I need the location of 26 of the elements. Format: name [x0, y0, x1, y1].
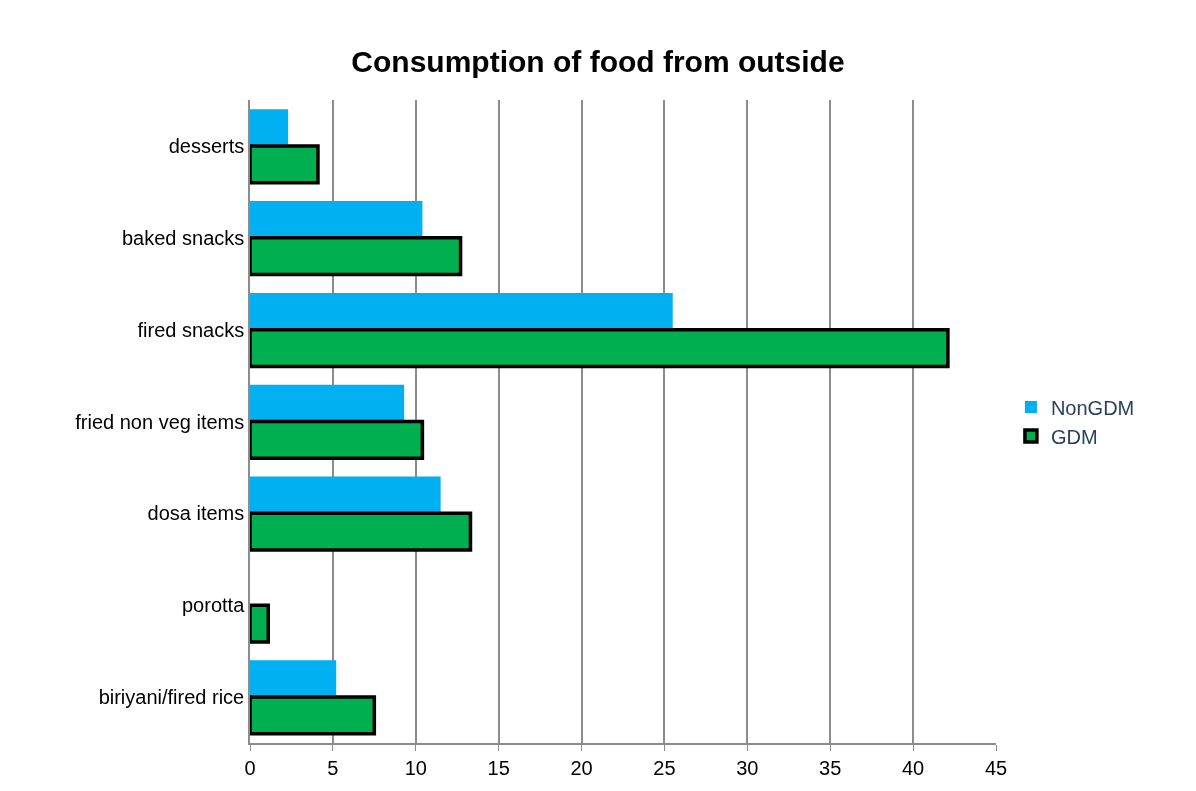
y-tick-label: dosa items — [147, 502, 245, 525]
legend-label: GDM — [1050, 425, 1098, 448]
bar — [250, 384, 405, 422]
x-tick-label: 0 — [244, 756, 256, 779]
y-tick-label: biriyani/fired rice — [98, 686, 245, 709]
x-tick-label: 20 — [570, 756, 593, 779]
y-tick-label: baked snacks — [121, 226, 245, 249]
bar — [250, 109, 289, 146]
x-tick-label: 45 — [984, 756, 1008, 779]
x-tick-label: 40 — [901, 756, 925, 779]
x-tick-label: 10 — [404, 756, 427, 779]
bar — [250, 660, 337, 698]
x-tick-label: 35 — [819, 756, 842, 779]
bar — [250, 476, 441, 514]
y-tick-label: desserts — [168, 134, 245, 157]
y-tick-label: porotta — [181, 594, 246, 617]
x-tick-label: 30 — [736, 756, 759, 779]
chart-title: Consumption of food from outside — [351, 45, 845, 79]
x-tick-label: 5 — [327, 756, 339, 779]
bar — [250, 292, 673, 330]
bar — [250, 201, 423, 238]
y-tick-label: fired snacks — [137, 318, 245, 341]
x-tick-label: 25 — [653, 756, 676, 779]
legend-label: NonGDM — [1050, 396, 1135, 419]
x-tick-label: 15 — [487, 756, 510, 779]
y-tick-label: fried non veg items — [75, 410, 245, 433]
